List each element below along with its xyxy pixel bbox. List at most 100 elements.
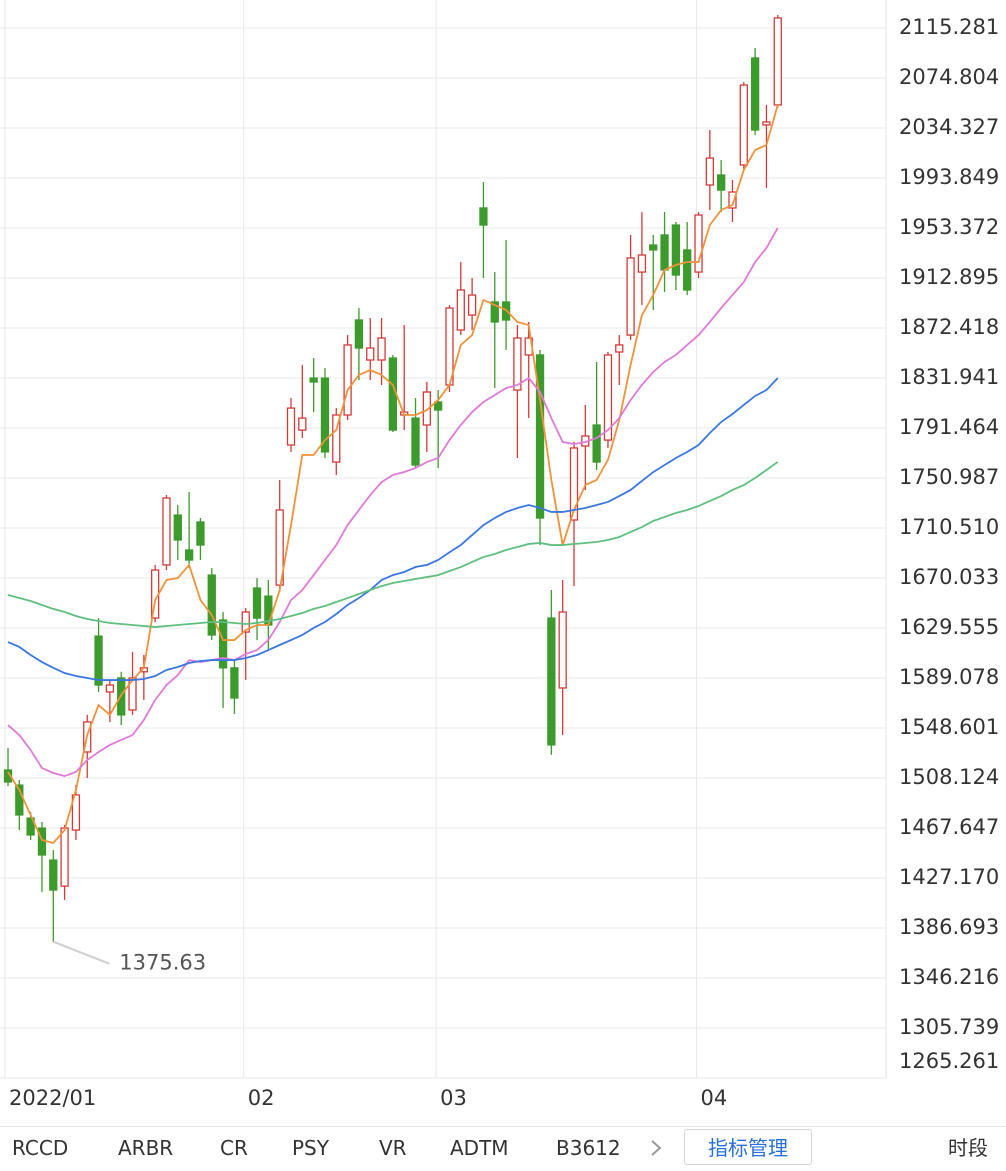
candle-body	[26, 817, 35, 836]
candle-body	[434, 401, 443, 411]
candle-body	[671, 224, 681, 276]
low-label: 1375.63	[119, 951, 206, 975]
indicator-tab[interactable]: VR	[379, 1136, 407, 1160]
candle-body	[626, 257, 635, 336]
candle-body	[694, 214, 703, 273]
candle-body	[490, 301, 499, 323]
candle-body	[547, 617, 556, 746]
candle-body	[49, 859, 58, 891]
candle-body	[286, 407, 296, 446]
candle-body	[343, 344, 352, 416]
chevron-icon	[651, 1140, 662, 1156]
candle-body	[354, 319, 364, 349]
y-tick-label: 1265.261	[899, 1049, 999, 1073]
candle-body	[377, 337, 386, 361]
candle-body	[705, 157, 714, 186]
indicator-tab[interactable]: PSY	[292, 1136, 329, 1160]
y-tick-label: 1670.033	[899, 565, 999, 589]
indicator-tab[interactable]: CR	[220, 1136, 248, 1160]
candle-body	[411, 417, 420, 466]
candle-body	[366, 347, 375, 361]
y-tick-label: 1305.739	[899, 1015, 999, 1039]
candle-body	[717, 174, 726, 191]
y-tick-label: 1953.372	[899, 215, 999, 239]
indicator-manage-button[interactable]: 指标管理	[684, 1129, 812, 1165]
candle-body	[603, 354, 613, 441]
candle-body	[637, 254, 647, 273]
candle-body	[592, 424, 601, 463]
candle-body	[615, 344, 624, 353]
indicator-tab[interactable]: RCCD	[12, 1136, 69, 1160]
candle-body	[467, 294, 477, 316]
y-tick-label: 1750.987	[899, 465, 999, 489]
candle-body	[388, 357, 398, 431]
x-tick-label: 04	[701, 1086, 728, 1110]
ma-line	[7, 227, 779, 777]
y-tick-label: 2074.804	[899, 65, 999, 89]
candle-body	[196, 521, 205, 546]
candle-body	[660, 234, 669, 271]
low-leader	[52, 940, 110, 965]
ma-line	[7, 461, 779, 628]
candle-body	[252, 587, 262, 619]
candle-body	[218, 619, 228, 669]
candle-body	[683, 249, 692, 291]
x-tick-label: 2022/01	[9, 1086, 96, 1110]
candle-body	[332, 414, 341, 463]
ma-line	[7, 104, 779, 845]
candle-body	[15, 784, 24, 816]
candle-body	[649, 244, 658, 251]
ma-line	[7, 377, 779, 681]
y-tick-label: 1386.693	[899, 915, 999, 939]
y-tick-label: 1508.124	[899, 765, 999, 789]
candle-body	[207, 574, 216, 636]
y-tick-label: 2034.327	[899, 115, 999, 139]
indicator-tab[interactable]: ARBR	[118, 1136, 174, 1160]
indicator-tab[interactable]: B3612	[556, 1136, 621, 1160]
candle-body	[479, 207, 488, 226]
y-tick-label: 1872.418	[899, 315, 999, 339]
y-tick-label: 1589.078	[899, 665, 999, 689]
x-tick-label: 02	[248, 1086, 275, 1110]
chart: 2115.281 2074.804 2034.327 1993.849 1953.372…	[0, 0, 999, 1110]
candle-body	[309, 377, 318, 383]
indicator-tab[interactable]: ADTM	[450, 1136, 509, 1160]
scroll-chevron[interactable]	[648, 1137, 664, 1159]
candle-body	[173, 514, 182, 541]
candle-body	[184, 549, 194, 561]
candle-body	[94, 635, 103, 686]
y-tick-label: 1548.601	[899, 715, 999, 739]
candle-body	[513, 337, 522, 391]
y-tick-label: 1346.216	[899, 965, 999, 989]
candle-body	[60, 827, 69, 887]
y-tick-label: 1993.849	[899, 165, 999, 189]
candle-body	[230, 667, 239, 699]
period-button[interactable]: 时段	[948, 1136, 988, 1160]
candle-body	[762, 121, 771, 126]
y-tick-label: 1467.647	[899, 815, 999, 839]
candle-body	[569, 447, 579, 521]
y-tick-label: 1912.895	[899, 265, 999, 289]
indicator-bar: RCCD ARBR CR PSY VR ADTM B3612 指标管理 时段	[0, 1126, 1006, 1171]
y-tick-label: 1629.555	[899, 615, 999, 639]
candle-body	[320, 377, 330, 453]
y-tick-label: 1791.464	[899, 415, 999, 439]
candle-body	[241, 611, 250, 633]
y-tick-label: 2115.281	[899, 15, 999, 39]
y-tick-label: 1831.941	[899, 365, 999, 389]
candle-body	[162, 497, 171, 566]
candle-body	[728, 191, 737, 209]
candle-body	[558, 611, 567, 689]
x-tick-label: 03	[440, 1086, 467, 1110]
candle-body	[422, 391, 431, 426]
candle-body	[750, 57, 760, 131]
y-tick-label: 1427.170	[899, 865, 999, 889]
candle-body	[128, 677, 137, 711]
candle-body	[773, 17, 782, 106]
candle-body	[535, 354, 545, 519]
y-tick-label: 1710.510	[899, 515, 999, 539]
candle-body	[105, 684, 115, 693]
candle-body	[456, 289, 465, 331]
candle-body	[739, 84, 748, 166]
